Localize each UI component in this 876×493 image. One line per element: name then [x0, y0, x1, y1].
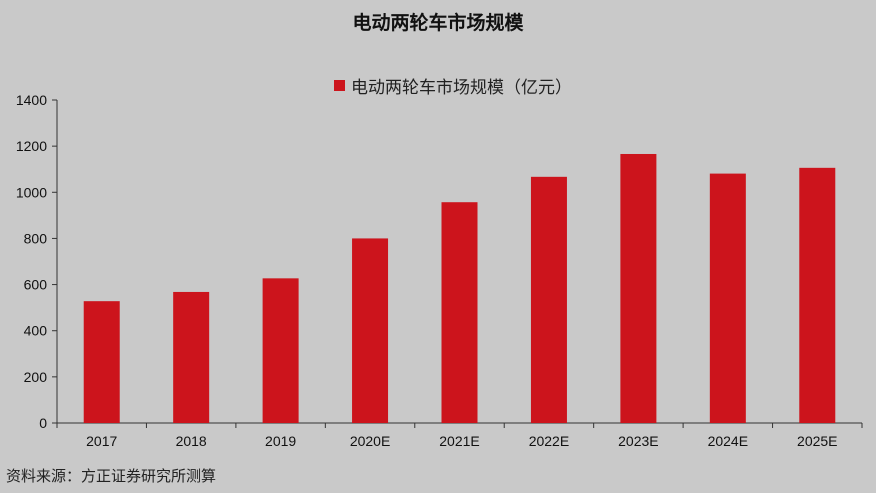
bar-2017 — [83, 301, 120, 423]
bar-2019 — [262, 278, 299, 423]
x-tick-label: 2024E — [708, 433, 748, 449]
x-tick-label: 2020E — [350, 433, 390, 449]
x-tick-label: 2022E — [529, 433, 569, 449]
chart-title: 电动两轮车市场规模 — [352, 12, 524, 34]
y-tick-label: 1200 — [16, 138, 47, 154]
bar-2024e — [709, 173, 746, 423]
legend-swatch — [334, 79, 345, 91]
legend-label: 电动两轮车市场规模（亿元） — [351, 77, 572, 98]
y-tick-label: 800 — [24, 230, 48, 246]
source-note: 资料来源：方正证券研究所测算 — [6, 467, 217, 485]
y-tick-label: 1000 — [16, 184, 47, 200]
x-tick-label: 2023E — [618, 433, 658, 449]
bar-2020e — [352, 238, 389, 423]
x-tick-label: 2025E — [797, 433, 837, 449]
bar-2025e — [799, 167, 836, 423]
x-tick-label: 2017 — [86, 433, 117, 449]
x-tick-label: 2021E — [439, 433, 479, 449]
chart-legend: 电动两轮车市场规模（亿元） — [334, 74, 572, 98]
bar-2023e — [620, 153, 657, 424]
y-tick-label: 600 — [24, 277, 48, 293]
y-tick-label: 0 — [39, 415, 47, 431]
bar-2022e — [530, 176, 567, 423]
y-tick-label: 400 — [24, 323, 48, 339]
y-tick-label: 200 — [24, 369, 48, 385]
bar-2018 — [173, 291, 210, 423]
y-tick-label: 1400 — [16, 92, 47, 108]
x-tick-label: 2018 — [176, 433, 207, 449]
bar-2021e — [441, 202, 478, 423]
x-tick-label: 2019 — [265, 433, 296, 449]
